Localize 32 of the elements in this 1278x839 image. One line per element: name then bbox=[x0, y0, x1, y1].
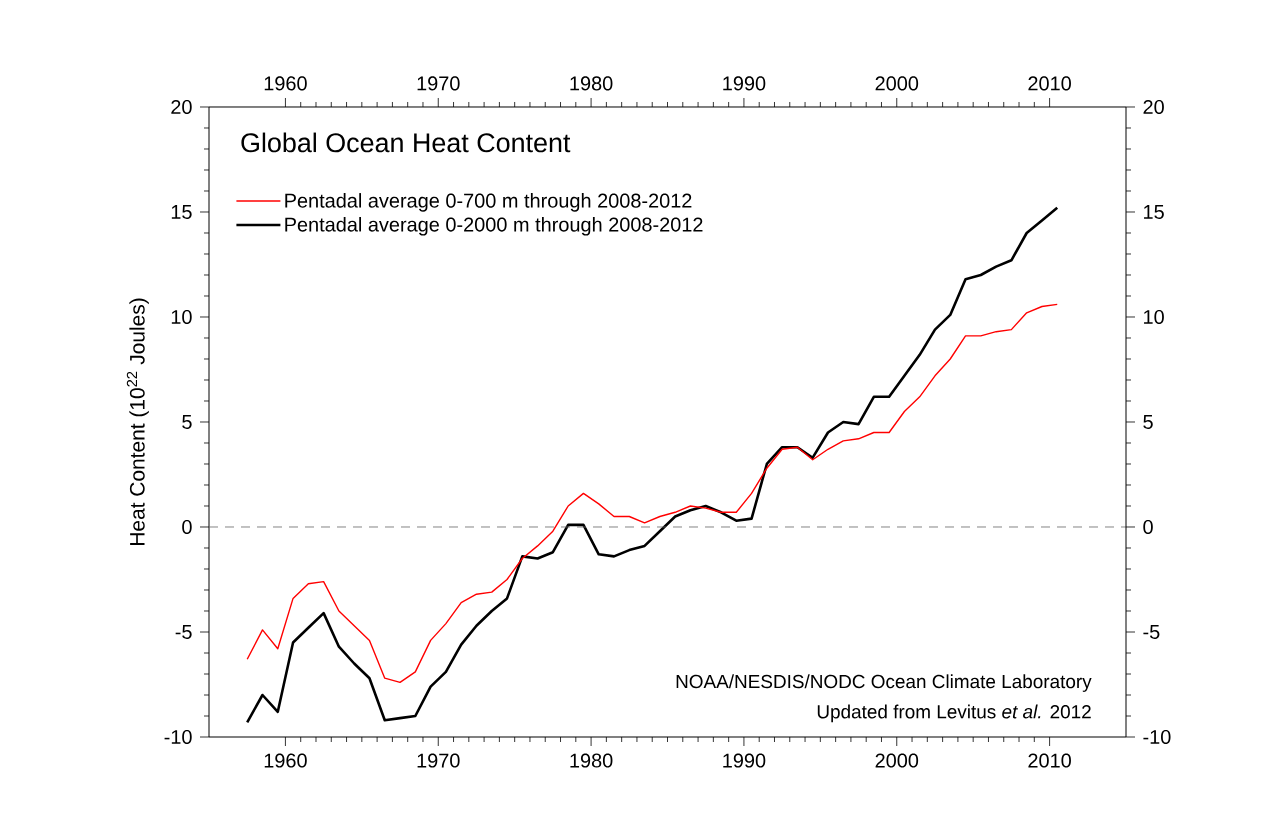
x-tick-label: 1970 bbox=[417, 753, 460, 768]
x2-tick-label: 1970 bbox=[417, 76, 460, 91]
x2-tick-label: 1960 bbox=[264, 76, 307, 91]
y-axis-title: Heat Content (10$^{22}$ Joules) bbox=[126, 298, 149, 545]
x-tick-label: 1960 bbox=[264, 753, 307, 768]
x-tick-label: 1990 bbox=[723, 753, 766, 768]
y-tick-label: 20 bbox=[171, 99, 192, 115]
y2-tick-label: 5 bbox=[1143, 415, 1153, 429]
y2-tick-label: 0 bbox=[1143, 519, 1153, 535]
legend-label: Pentadal average 0-700 m through 2008-2012 bbox=[285, 193, 692, 212]
x-tick-label: 2000 bbox=[875, 753, 919, 768]
x2-tick-label: 2010 bbox=[1028, 76, 1071, 91]
x2-tick-label: 2000 bbox=[875, 76, 919, 91]
y2-tick-label: 20 bbox=[1143, 99, 1164, 115]
annotation: NOAA/NESDIS/NODC Ocean Climate Laboratory bbox=[676, 674, 1092, 692]
x2-tick-label: 1980 bbox=[570, 76, 613, 91]
y-tick-label: 10 bbox=[171, 309, 192, 325]
y-tick-label: 5 bbox=[182, 415, 192, 429]
y2-tick-label: 10 bbox=[1144, 309, 1164, 325]
y-tick-label: 15 bbox=[171, 205, 192, 219]
y-tick-label: 0 bbox=[182, 519, 192, 535]
x2-tick-label: 1990 bbox=[723, 76, 766, 91]
y2-tick-label: -5 bbox=[1143, 625, 1160, 639]
text: Global Ocean Heat Content bbox=[241, 132, 571, 153]
y2-tick-label: -10 bbox=[1143, 729, 1171, 745]
x-tick-label: 1980 bbox=[570, 753, 613, 768]
legend-label: Pentadal average 0-2000 m through 2008-2012 bbox=[285, 217, 703, 236]
y2-tick-label: 15 bbox=[1144, 205, 1164, 219]
annotation: Updated from Levitus et al. 2012 bbox=[817, 704, 1091, 723]
x-tick-label: 2010 bbox=[1028, 753, 1071, 768]
y-tick-label: -10 bbox=[164, 729, 192, 745]
y-tick-label: -5 bbox=[175, 625, 192, 639]
